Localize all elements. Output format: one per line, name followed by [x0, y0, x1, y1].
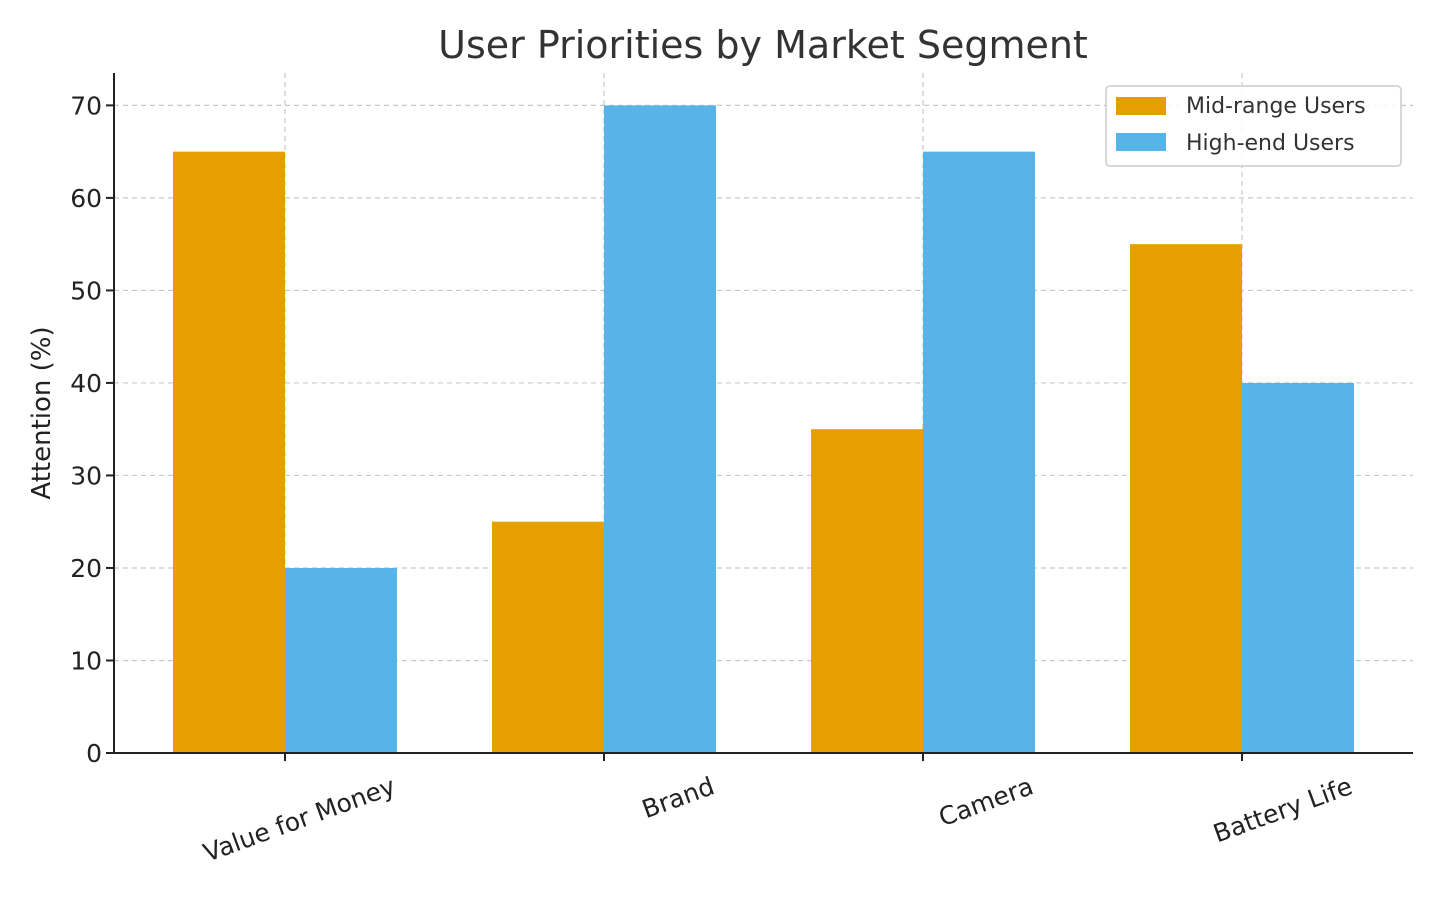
y-tick-label: 50 — [70, 276, 102, 305]
legend-swatch-mid-range — [1116, 97, 1166, 115]
legend-label-mid-range: Mid-range Users — [1186, 94, 1366, 119]
y-tick-label: 20 — [70, 554, 102, 583]
y-tick-label: 0 — [86, 739, 102, 768]
x-tick-label: Camera — [935, 771, 1037, 832]
legend-label-high-end: High-end Users — [1186, 131, 1355, 156]
y-axis-label: Attention (%) — [27, 326, 57, 499]
bar-high-end — [604, 105, 716, 753]
bar-mid-range — [173, 151, 285, 753]
bar-high-end — [285, 567, 397, 753]
bar-mid-range — [811, 429, 923, 753]
bars — [173, 105, 1354, 753]
chart-title: User Priorities by Market Segment — [438, 23, 1088, 67]
x-tick-label: Brand — [638, 771, 718, 824]
y-tick-label: 40 — [70, 369, 102, 398]
y-axis-ticks: 0 10 20 30 40 50 60 70 — [70, 91, 114, 768]
axes — [113, 73, 1413, 754]
bar-high-end — [1242, 382, 1354, 753]
x-axis-ticks: Value for Money Brand Camera Battery Life — [199, 753, 1356, 868]
x-tick-label: Value for Money — [199, 771, 399, 867]
y-tick-label: 60 — [70, 184, 102, 213]
bar-high-end — [923, 151, 1035, 753]
legend-box — [1105, 85, 1402, 167]
bar-mid-range — [1130, 244, 1242, 753]
legend-swatch-high-end — [1116, 133, 1166, 151]
legend: Mid-range Users High-end Users — [1105, 85, 1402, 167]
x-tick-label: Battery Life — [1209, 771, 1356, 848]
y-tick-label: 70 — [70, 91, 102, 120]
bar-mid-range — [492, 521, 604, 753]
y-tick-label: 10 — [70, 646, 102, 675]
y-tick-label: 30 — [70, 461, 102, 490]
